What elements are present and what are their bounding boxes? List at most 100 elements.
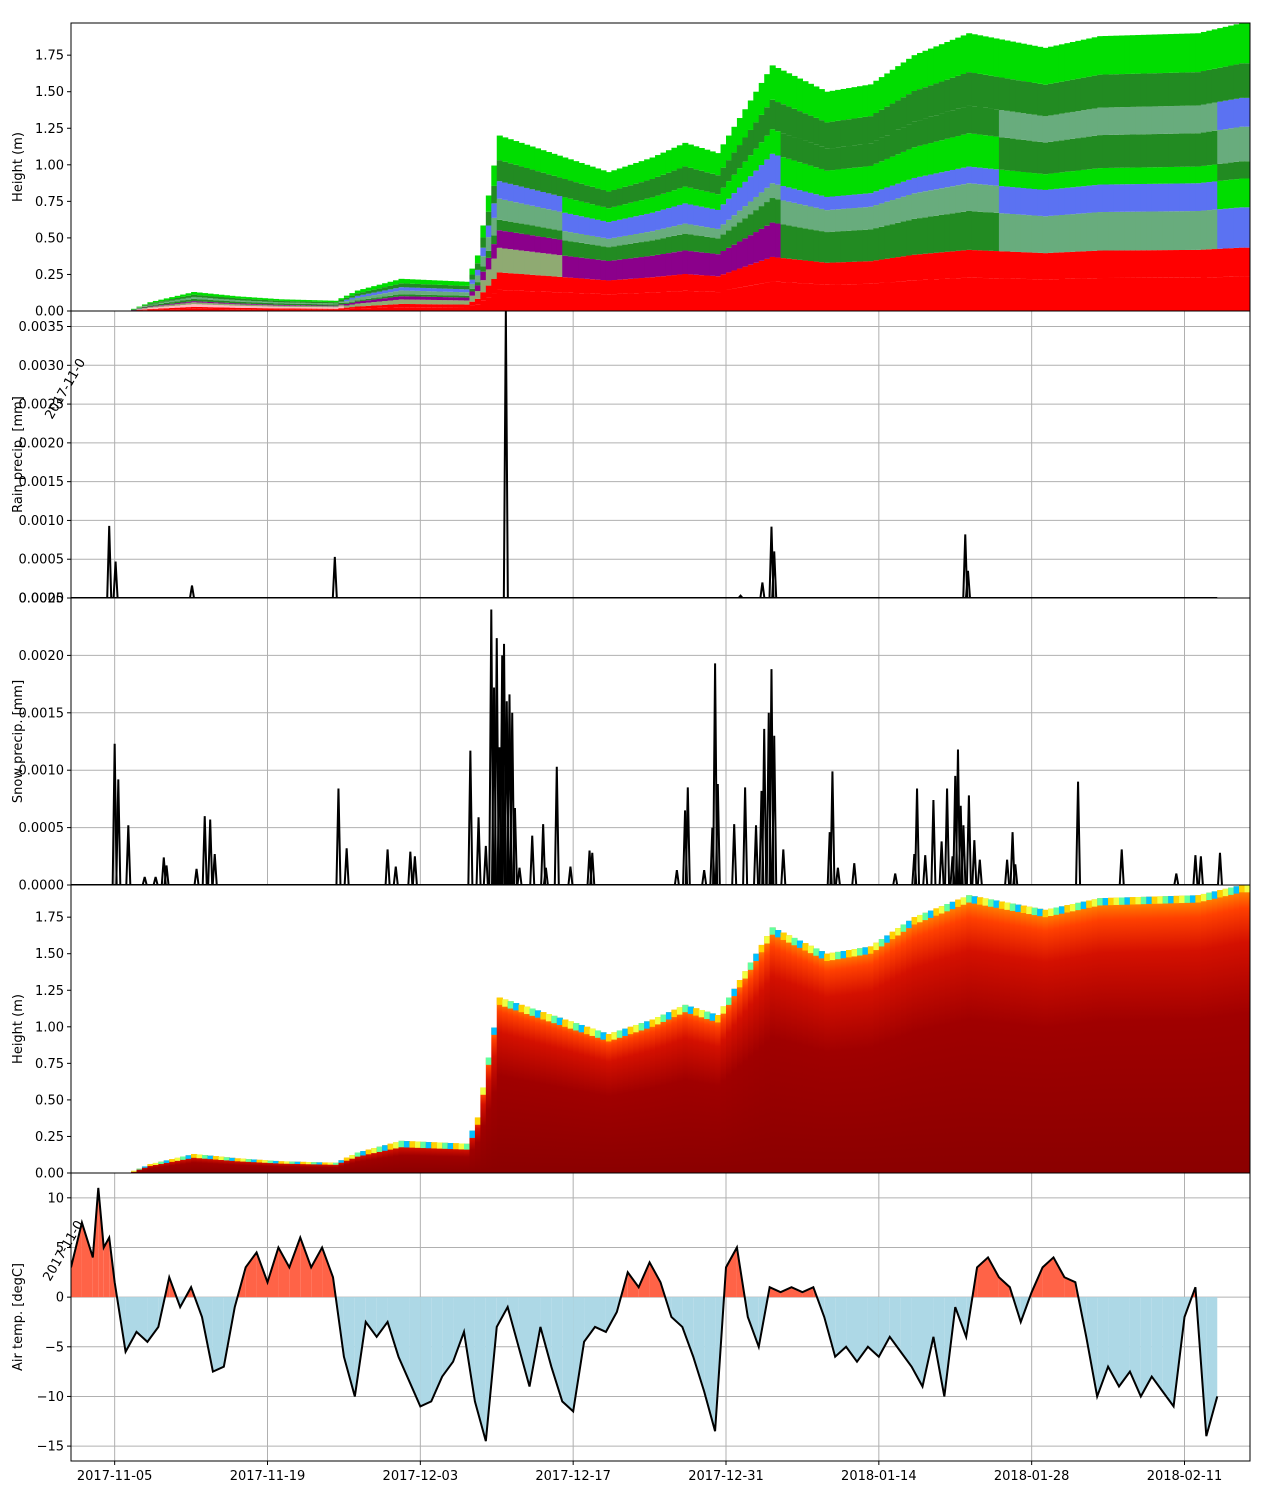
snow-layer-band	[633, 293, 640, 311]
warm-fill	[726, 1247, 737, 1298]
snow-layer-band	[464, 307, 471, 311]
snow-layer-band	[524, 144, 531, 168]
snow-layer-band	[900, 221, 907, 257]
heatmap-surface-cell	[403, 1141, 411, 1148]
snow-layer-band	[556, 211, 563, 231]
heatmap-column	[715, 1015, 722, 1173]
snow-layer-band	[371, 298, 378, 300]
heatmap-column	[857, 948, 864, 1173]
heatmap-surface-cell	[562, 1019, 569, 1027]
snow-layer-band	[911, 90, 918, 122]
snow-layer-band	[382, 287, 389, 291]
heatmap-surface-cell	[485, 1057, 492, 1065]
snow-layer-band	[1206, 103, 1213, 132]
snow-layer-band	[322, 304, 329, 306]
heatmap-column	[425, 1142, 432, 1173]
precip-spike	[163, 865, 170, 885]
snow-layer-band	[660, 238, 667, 254]
snow-layer-band	[354, 301, 361, 304]
heatmap-surface-cell	[758, 944, 765, 953]
snow-layer-band	[573, 257, 580, 279]
snow-layer-band	[1020, 171, 1027, 189]
snow-layer-band	[938, 252, 945, 279]
y-tick-label: 0.0010	[19, 764, 65, 779]
snow-layer-band	[311, 307, 318, 309]
snow-layer-band	[1069, 79, 1076, 112]
snow-layer-band	[316, 309, 323, 311]
snow-layer-band	[917, 254, 924, 281]
snow-layer-band	[873, 283, 880, 311]
precip-spike	[914, 788, 921, 885]
snow-layer-band	[431, 295, 438, 297]
snow-layer-band	[622, 244, 629, 260]
snow-layer-band	[671, 170, 678, 191]
snow-layer-band	[1053, 45, 1060, 83]
snow-layer-band	[1091, 75, 1098, 109]
snow-layer-band	[1009, 41, 1016, 80]
snow-layer-band	[1146, 34, 1153, 74]
snow-layer-band	[889, 224, 896, 258]
snow-layer-band	[1075, 170, 1082, 187]
snow-layer-band	[955, 185, 962, 213]
warm-fill	[103, 1237, 110, 1298]
precip-series	[71, 609, 1223, 885]
snow-layer-band	[513, 249, 520, 274]
snow-layer-band	[562, 255, 569, 278]
snow-layer-band	[682, 290, 689, 311]
snow-layer-band	[147, 307, 154, 310]
heatmap-surface-cell	[1140, 896, 1147, 905]
heatmap-column	[1080, 901, 1087, 1173]
cold-fill	[365, 1297, 377, 1337]
snow-layer-band	[982, 74, 989, 108]
snow-layer-band	[578, 293, 585, 311]
heatmap-column	[289, 1161, 296, 1173]
snow-layer-band	[1009, 138, 1016, 171]
snow-layer-band	[567, 256, 574, 278]
snow-layer-band	[1217, 28, 1224, 68]
snow-layer-band	[807, 261, 814, 284]
snow-layer-band	[1189, 277, 1197, 311]
heatmap-column	[518, 1004, 525, 1173]
heatmap-surface-cell	[595, 1030, 602, 1038]
snow-layer-band	[906, 58, 913, 95]
heatmap-column	[769, 927, 776, 1173]
snow-layer-band	[731, 226, 738, 245]
warm-fill	[627, 1272, 639, 1298]
cold-fill	[442, 1297, 454, 1377]
cold-fill	[212, 1297, 224, 1372]
heatmap-column	[573, 1023, 580, 1173]
snow-layer-band	[753, 170, 760, 197]
cold-fill	[857, 1297, 868, 1362]
heatmap-column	[753, 953, 760, 1173]
precip-spike	[516, 867, 523, 885]
snow-layer-band	[960, 167, 967, 185]
warm-fill	[245, 1252, 257, 1298]
snow-layer-band	[1222, 276, 1229, 311]
snow-layer-band	[212, 303, 219, 305]
snow-layer-band	[589, 186, 596, 205]
warm-fill	[780, 1287, 792, 1298]
snow-layer-band	[600, 294, 607, 311]
cold-fill	[573, 1297, 585, 1412]
snow-layer-band	[889, 69, 896, 104]
temperature-heatmap	[131, 885, 1250, 1173]
date-axis: 2017-11-05 2017-11-19 2017-12-03 2017-12-17…	[77, 1461, 1222, 1484]
snow-layer-band	[393, 296, 400, 300]
heatmap-column	[660, 1014, 667, 1173]
heatmap-surface-cell	[1031, 907, 1038, 916]
snow-layer-band	[687, 291, 694, 311]
snow-layer-band	[540, 227, 547, 238]
y-tick-label: 0.0010	[19, 514, 65, 529]
snow-layer-band	[644, 241, 651, 257]
snow-layer-band	[136, 310, 143, 311]
snow-layer-band	[464, 285, 471, 290]
snow-layer-band	[540, 291, 547, 311]
snow-layer-band	[196, 292, 203, 296]
heatmap-surface-cell	[1015, 904, 1022, 912]
snow-layer-band	[906, 194, 913, 221]
snow-layer-band	[671, 226, 678, 236]
snow-layer-band	[764, 282, 771, 311]
snow-layer-band	[1200, 71, 1207, 105]
